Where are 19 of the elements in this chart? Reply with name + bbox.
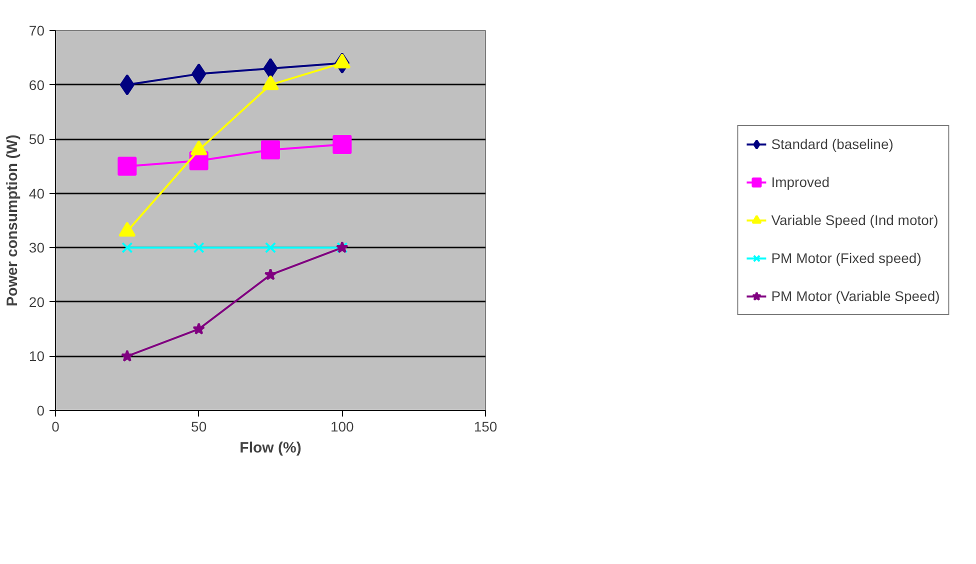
y-tick-label: 40 <box>28 185 45 202</box>
legend-label: Standard (baseline) <box>771 136 894 152</box>
y-tick-label: 20 <box>28 294 45 310</box>
x-tick-label: 0 <box>52 418 60 434</box>
y-tick-label: 60 <box>28 76 45 93</box>
legend-label: Improved <box>771 174 830 190</box>
y-tick-label: 10 <box>28 348 45 364</box>
y-tick-label: 30 <box>28 240 45 256</box>
x-tick-label: 150 <box>474 418 498 434</box>
x-axis-title: Flow (%) <box>240 440 302 456</box>
x-tick-label: 100 <box>330 418 354 434</box>
legend-label: PM Motor (Fixed speed) <box>771 250 922 266</box>
y-tick-label: 70 <box>28 22 45 38</box>
y-axis-title: Power consumption (W) <box>4 134 21 306</box>
legend-label: Variable Speed (Ind motor) <box>771 212 938 228</box>
x-tick-label: 50 <box>191 418 207 434</box>
y-tick-label: 0 <box>36 402 45 418</box>
y-tick-label: 50 <box>28 131 45 148</box>
legend-label: PM Motor (Variable Speed) <box>771 288 940 304</box>
